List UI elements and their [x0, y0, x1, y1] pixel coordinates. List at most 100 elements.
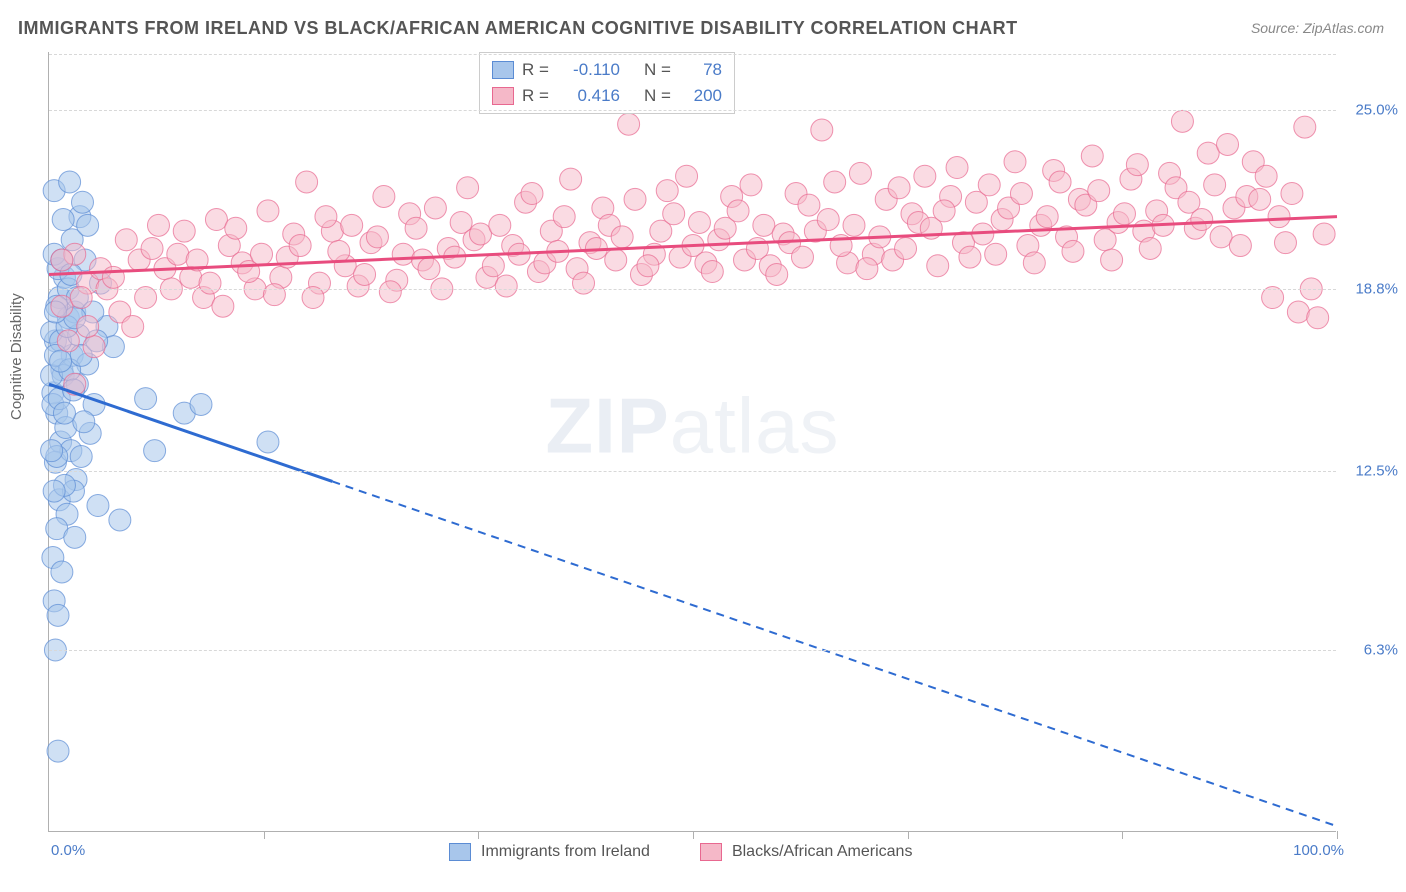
- legend-n-label: N =: [644, 60, 674, 80]
- data-point: [57, 330, 79, 352]
- data-point: [354, 263, 376, 285]
- x-tick: [478, 831, 479, 839]
- data-point: [1249, 188, 1271, 210]
- legend-r-value: -0.110: [560, 60, 620, 80]
- data-point: [1088, 180, 1110, 202]
- gridline: [49, 110, 1336, 111]
- data-point: [70, 445, 92, 467]
- data-point: [52, 209, 74, 231]
- data-point: [1101, 249, 1123, 271]
- data-point: [849, 162, 871, 184]
- legend-swatch: [492, 87, 514, 105]
- data-point: [573, 272, 595, 294]
- data-point: [1191, 209, 1213, 231]
- data-point: [1062, 240, 1084, 262]
- data-point: [553, 206, 575, 228]
- source-attribution: Source: ZipAtlas.com: [1251, 20, 1384, 36]
- data-point: [611, 226, 633, 248]
- data-point: [122, 315, 144, 337]
- data-point: [817, 209, 839, 231]
- data-point: [50, 350, 72, 372]
- data-point: [77, 214, 99, 236]
- data-point: [1204, 174, 1226, 196]
- data-point: [1294, 116, 1316, 138]
- gridline: [49, 289, 1336, 290]
- data-point: [392, 243, 414, 265]
- legend-n-value: 200: [682, 86, 722, 106]
- x-tick: [693, 831, 694, 839]
- data-point: [753, 214, 775, 236]
- data-point: [73, 411, 95, 433]
- data-point: [373, 185, 395, 207]
- legend-label: Immigrants from Ireland: [481, 843, 650, 861]
- legend-row: R =0.416N =200: [492, 83, 722, 109]
- data-point: [1217, 133, 1239, 155]
- data-point: [637, 255, 659, 277]
- data-point: [212, 295, 234, 317]
- data-point: [1210, 226, 1232, 248]
- scatter-plot-svg: [49, 52, 1336, 831]
- data-point: [1010, 183, 1032, 205]
- data-point: [144, 440, 166, 462]
- data-point: [1313, 223, 1335, 245]
- data-point: [656, 180, 678, 202]
- data-point: [147, 214, 169, 236]
- data-point: [135, 388, 157, 410]
- gridline: [49, 471, 1336, 472]
- data-point: [341, 214, 363, 236]
- data-point: [927, 255, 949, 277]
- data-point: [888, 177, 910, 199]
- data-point: [71, 191, 93, 213]
- data-point: [225, 217, 247, 239]
- data-point: [405, 217, 427, 239]
- data-point: [1197, 142, 1219, 164]
- gridline: [49, 54, 1336, 55]
- data-point: [457, 177, 479, 199]
- data-point: [1036, 206, 1058, 228]
- data-point: [1113, 203, 1135, 225]
- data-point: [257, 431, 279, 453]
- data-point: [1229, 235, 1251, 257]
- data-point: [469, 223, 491, 245]
- legend-n-value: 78: [682, 60, 722, 80]
- data-point: [1171, 110, 1193, 132]
- data-point: [688, 211, 710, 233]
- legend-swatch: [449, 843, 471, 861]
- data-point: [914, 165, 936, 187]
- data-point: [791, 246, 813, 268]
- data-point: [199, 272, 221, 294]
- data-point: [424, 197, 446, 219]
- data-point: [624, 188, 646, 210]
- x-tick: [908, 831, 909, 839]
- chart-title: IMMIGRANTS FROM IRELAND VS BLACK/AFRICAN…: [18, 18, 1018, 39]
- data-point: [379, 281, 401, 303]
- y-tick-label: 12.5%: [1343, 462, 1398, 479]
- data-point: [366, 226, 388, 248]
- data-point: [560, 168, 582, 190]
- y-tick-label: 25.0%: [1343, 101, 1398, 118]
- x-tick: [1122, 831, 1123, 839]
- data-point: [740, 174, 762, 196]
- data-point: [115, 229, 137, 251]
- data-point: [59, 171, 81, 193]
- data-point: [47, 604, 69, 626]
- data-point: [618, 113, 640, 135]
- y-tick-label: 18.8%: [1343, 280, 1398, 297]
- data-point: [1281, 183, 1303, 205]
- data-point: [1307, 307, 1329, 329]
- data-point: [51, 249, 73, 271]
- data-point: [843, 214, 865, 236]
- data-point: [1004, 151, 1026, 173]
- data-point: [1139, 237, 1161, 259]
- x-tick: [264, 831, 265, 839]
- data-point: [676, 165, 698, 187]
- data-point: [1049, 171, 1071, 193]
- data-point: [985, 243, 1007, 265]
- y-tick-label: 6.3%: [1343, 642, 1398, 659]
- data-point: [1081, 145, 1103, 167]
- data-point: [190, 393, 212, 415]
- data-point: [663, 203, 685, 225]
- data-point: [978, 174, 1000, 196]
- data-point: [328, 240, 350, 262]
- data-point: [102, 266, 124, 288]
